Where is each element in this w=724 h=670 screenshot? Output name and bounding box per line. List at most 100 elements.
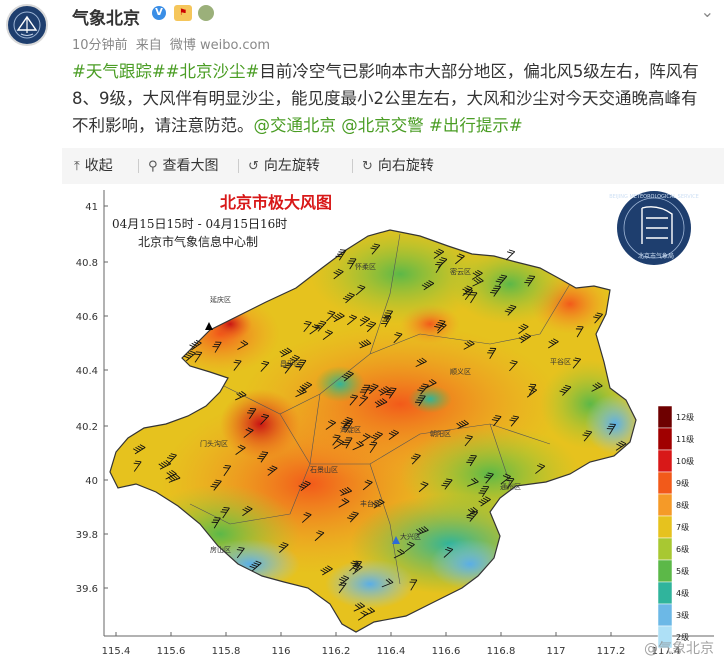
wind-barb [333,268,344,280]
wind-barb [278,542,289,553]
wind-barb [339,486,353,496]
divider [138,159,139,173]
wind-barb [332,312,345,323]
view-large-button[interactable]: ⚲ 查看大图 [148,148,219,184]
lon-tick-label: 115.6 [157,646,186,657]
wind-barb [358,339,372,349]
district-label: 朝阳区 [430,429,451,438]
station-blue-marker [392,536,400,544]
legend-swatch [657,603,673,627]
rotate-left-button[interactable]: ↺ 向左旋转 [248,148,320,184]
post-text-segment: 目前冷空气已影响本市大部分地区，偏北风5级左右，阵风有8、9级，大风伴有明显沙尘… [72,62,699,135]
wind-barb [237,340,249,350]
wind-barb [249,560,262,572]
wind-barb [158,460,172,470]
wind-barb [466,455,477,467]
wind-barb [509,360,518,372]
wind-barb [518,333,532,344]
wind-barb [418,481,429,493]
account-name[interactable]: 气象北京 [72,9,140,29]
hashtag-link[interactable]: @交通北京 [253,116,337,135]
legend-label: 7级 [676,522,689,532]
wind-barb [509,415,520,427]
lat-tick-label: 40 [85,476,98,487]
wind-barb [464,435,473,447]
lon-tick-label: 116 [271,646,290,657]
wind-barb [393,332,403,344]
wind-barb [366,383,379,395]
district-label: 顺义区 [450,368,471,376]
hashtag-link[interactable]: #出行提示# [429,116,523,135]
wind-barb [504,304,517,316]
wind-barb [289,354,300,366]
district-label: 房山区 [210,545,231,554]
wind-level-legend: 12级 11级 10级 9级 8级 7级 6级 5级 4级 3级 2级 [657,405,694,649]
wind-barb [347,258,357,270]
wind-barb [388,429,399,440]
legend-label: 3级 [676,610,689,620]
post-time[interactable]: 10分钟前 [72,38,128,53]
legend-label: 12级 [676,412,694,422]
wind-barb [349,560,359,572]
verified-badge-icon: V [152,6,166,20]
district-label: 门头沟区 [200,439,228,448]
district-label: 通州区 [500,482,521,491]
chevron-down-icon[interactable]: ⌄ [700,2,714,21]
wind-barb [359,316,371,327]
latitude-axis: 41 40.8 40.6 40.4 40.2 40 39.8 39.6 [76,202,108,595]
wind-barb [421,280,435,291]
wind-barb [325,419,336,430]
wind-barb [347,511,359,523]
wind-barb [347,314,358,326]
wind-barb [352,440,364,451]
legend-label: 11级 [676,434,694,444]
wind-barb [335,249,347,261]
lat-tick-label: 39.8 [76,530,98,541]
wind-barb [320,565,333,576]
collapse-button[interactable]: ⤒ 收起 [74,148,113,184]
wind-barb [189,339,202,351]
wind-barb [363,607,376,617]
wind-barb [505,249,516,261]
wind-barb [360,433,371,444]
hashtag-link[interactable]: #北京沙尘# [165,62,260,81]
lon-tick-label: 115.4 [102,646,131,657]
wind-barb [582,430,593,442]
wind-barb [236,547,245,559]
wind-barb [469,292,478,304]
wind-barb [340,416,353,428]
wind-barb [260,360,270,372]
wind-barb [370,431,383,443]
hashtag-link[interactable]: @北京交警 [341,116,424,135]
wind-barb [559,384,572,396]
wind-barb [471,269,483,280]
post-source[interactable]: 微博 weibo.com [169,38,271,53]
wind-barb [441,478,453,490]
legend-swatch [657,625,673,649]
wind-barb [352,560,362,572]
wind-barb [341,370,354,382]
legend-label: 8级 [676,500,689,510]
legend-swatch [657,581,673,605]
wind-barb [382,310,394,322]
wind-barb [220,506,230,519]
wind-barb [463,288,473,301]
wind-barb [247,407,257,420]
wind-barb [326,310,336,322]
wind-barb [295,387,307,398]
search-icon: ⚲ [148,159,158,174]
district-label: 昌平区 [280,360,301,368]
wind-barb [233,359,242,371]
wind-barb [314,320,327,332]
wind-barb [301,512,312,523]
rotate-right-button[interactable]: ↻ 向右旋转 [362,148,434,184]
wind-barb [443,547,454,558]
hashtag-link[interactable]: #天气跟踪# [72,62,166,81]
wind-barb [414,395,426,407]
post-image-wind-map[interactable]: 41 40.8 40.6 40.4 40.2 40 39.8 39.6 115.4 115.6 1… [70,184,718,664]
wind-barb [484,472,494,484]
avatar[interactable] [6,4,48,46]
district-label: 海淀区 [340,425,361,434]
wind-barb [211,517,221,529]
divider [238,159,239,173]
